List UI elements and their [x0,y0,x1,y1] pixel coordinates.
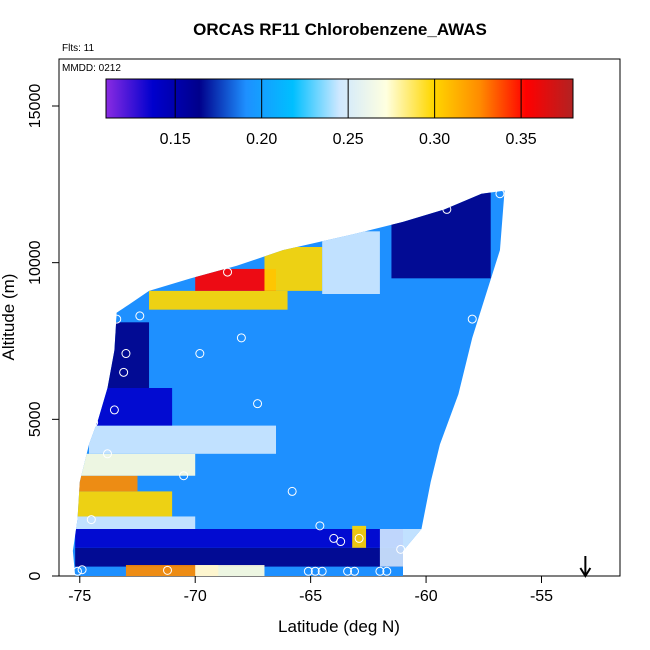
colorbar-tick-label: 0.30 [419,131,450,148]
field-band [195,565,265,576]
field-band [195,268,277,291]
flights-label: Flts: 11 [62,43,94,54]
x-tick-label: -65 [299,588,322,605]
x-axis-label: Latitude (deg N) [278,617,400,636]
sample-point [86,515,96,525]
sample-point [442,204,452,214]
y-tick-label: 0 [27,571,44,580]
y-tick-label: 15000 [27,84,44,129]
sample-point [253,399,263,409]
colorbar-gradient [105,78,574,119]
sample-point [310,566,320,576]
colorbar-tick-label: 0.20 [246,131,277,148]
sample-point [163,565,173,575]
sample-points [72,189,505,576]
sample-point [236,333,246,343]
sample-point [135,311,145,321]
sample-point [72,566,82,576]
sample-point [495,189,505,199]
sample-point [287,486,297,496]
sample-point [375,566,385,576]
sample-point [121,349,131,359]
field-band [352,525,367,548]
sample-point [195,349,205,359]
y-tick-label: 10000 [27,240,44,285]
field-band [322,231,380,294]
chart-title: ORCAS RF11 Chlorobenzene_AWAS [193,20,487,39]
sample-point [382,566,392,576]
sample-point [315,521,325,531]
sample-point [350,566,360,576]
colorbar: 0.15 0.20 0.25 0.30 0.35 [105,78,574,148]
sample-point [303,566,313,576]
arrow-head [579,567,592,578]
arrow-down-icon [579,556,592,578]
x-axis: -75 -70 -65 -60 -55 [68,576,553,605]
sample-point [102,449,112,459]
sample-point [343,566,353,576]
colorbar-tick-label: 0.35 [506,131,537,148]
sample-point [223,267,233,277]
sample-point [179,471,189,481]
field-band [107,322,150,388]
sample-point [112,314,122,324]
field-band [379,529,427,567]
sample-point [317,566,327,576]
field-band [75,491,173,517]
date-label: MMDD: 0212 [62,63,121,74]
y-axis-label: Altitude (m) [0,274,18,361]
sample-point [109,405,119,415]
y-axis: 0 5000 10000 15000 [27,84,59,580]
sample-point [119,367,129,377]
field-band [75,529,403,548]
x-tick-label: -75 [68,588,91,605]
x-tick-label: -70 [184,588,207,605]
field-band [114,309,477,323]
sample-point [336,537,346,547]
sample-point [77,565,87,575]
sample-point [89,417,99,427]
field-band [79,453,196,476]
field-band [391,190,491,279]
field-band [93,388,173,426]
sample-point [467,314,477,324]
x-tick-label: -60 [415,588,438,605]
field-band [149,290,288,310]
field-band [75,547,403,567]
field-band [75,475,138,492]
field-band [75,516,196,529]
field-band [89,425,277,454]
x-tick-label: -55 [530,588,553,605]
colorbar-tick-label: 0.15 [160,131,191,148]
field-band [125,565,219,576]
sample-point [354,533,364,543]
field-band [264,247,323,291]
sample-point [396,544,406,554]
colorbar-tick-label: 0.25 [333,131,364,148]
y-tick-label: 5000 [27,401,44,437]
